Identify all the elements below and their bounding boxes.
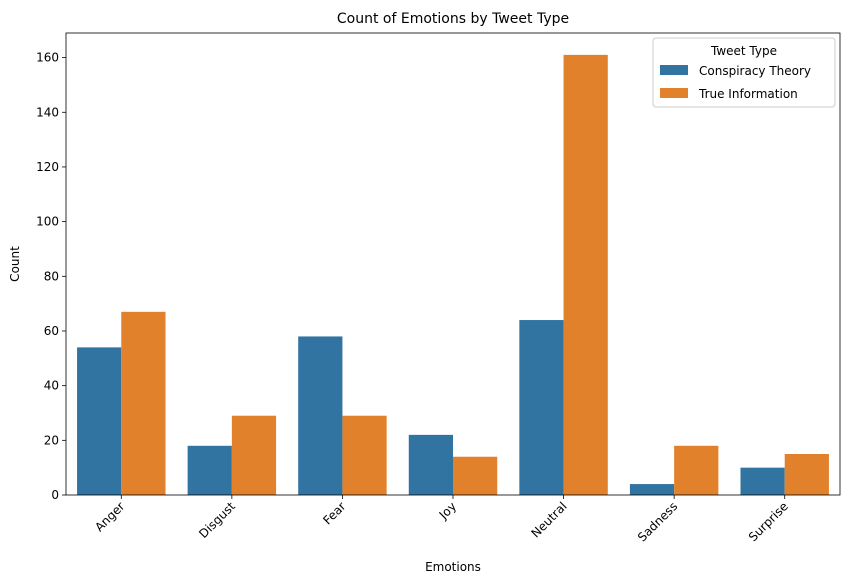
bars-group <box>77 54 829 496</box>
legend: Tweet Type Conspiracy Theory True Inform… <box>652 37 836 108</box>
chart-title: Count of Emotions by Tweet Type <box>337 11 569 27</box>
bar-neutral-conspiracy-theory <box>519 320 564 495</box>
x-tick-label-surprise: Surprise <box>746 499 791 544</box>
legend-label-conspiracy-theory: Conspiracy Theory <box>699 64 811 78</box>
y-tick-label: 40 <box>44 379 59 393</box>
x-tick-label-sadness: Sadness <box>635 499 680 544</box>
x-tick-label-fear: Fear <box>320 499 348 527</box>
legend-swatch-true-information <box>660 88 688 98</box>
bar-sadness-true-information <box>674 445 719 495</box>
x-tick-label-anger: Anger <box>92 499 127 534</box>
bar-disgust-conspiracy-theory <box>187 445 232 495</box>
x-tick-label-neutral: Neutral <box>528 499 569 540</box>
y-tick-label: 0 <box>51 488 59 502</box>
bar-surprise-conspiracy-theory <box>740 467 785 495</box>
bar-joy-conspiracy-theory <box>408 434 453 495</box>
bar-joy-true-information <box>453 456 498 495</box>
y-tick-label: 60 <box>44 324 59 338</box>
x-tick-label-disgust: Disgust <box>196 499 238 541</box>
bar-neutral-true-information <box>563 54 608 496</box>
bar-surprise-true-information <box>784 453 829 495</box>
legend-label-true-information: True Information <box>698 87 798 101</box>
bar-sadness-conspiracy-theory <box>629 484 675 495</box>
y-tick-label: 20 <box>44 433 59 447</box>
y-tick-label: 160 <box>36 51 59 65</box>
bar-anger-conspiracy-theory <box>77 347 122 495</box>
y-axis: 0 20 40 60 80 100 120 140 160 <box>36 51 66 502</box>
legend-swatch-conspiracy-theory <box>660 65 688 75</box>
plot-frame <box>65 32 841 496</box>
y-tick-label: 80 <box>44 269 59 283</box>
bar-fear-true-information <box>342 415 387 495</box>
y-tick-label: 140 <box>36 105 59 119</box>
legend-box <box>652 37 836 108</box>
y-tick-label: 120 <box>36 160 59 174</box>
y-axis-label: Count <box>8 246 22 282</box>
bar-anger-true-information <box>121 311 166 495</box>
y-tick-label: 100 <box>36 215 59 229</box>
bar-fear-conspiracy-theory <box>298 336 343 495</box>
x-axis: Anger Disgust Fear Joy Neutral Sadness Surpris… <box>92 495 791 545</box>
x-axis-label: Emotions <box>425 560 481 574</box>
legend-title: Tweet Type <box>710 44 777 58</box>
bar-disgust-true-information <box>231 415 277 495</box>
x-tick-label-joy: Joy <box>436 499 459 522</box>
